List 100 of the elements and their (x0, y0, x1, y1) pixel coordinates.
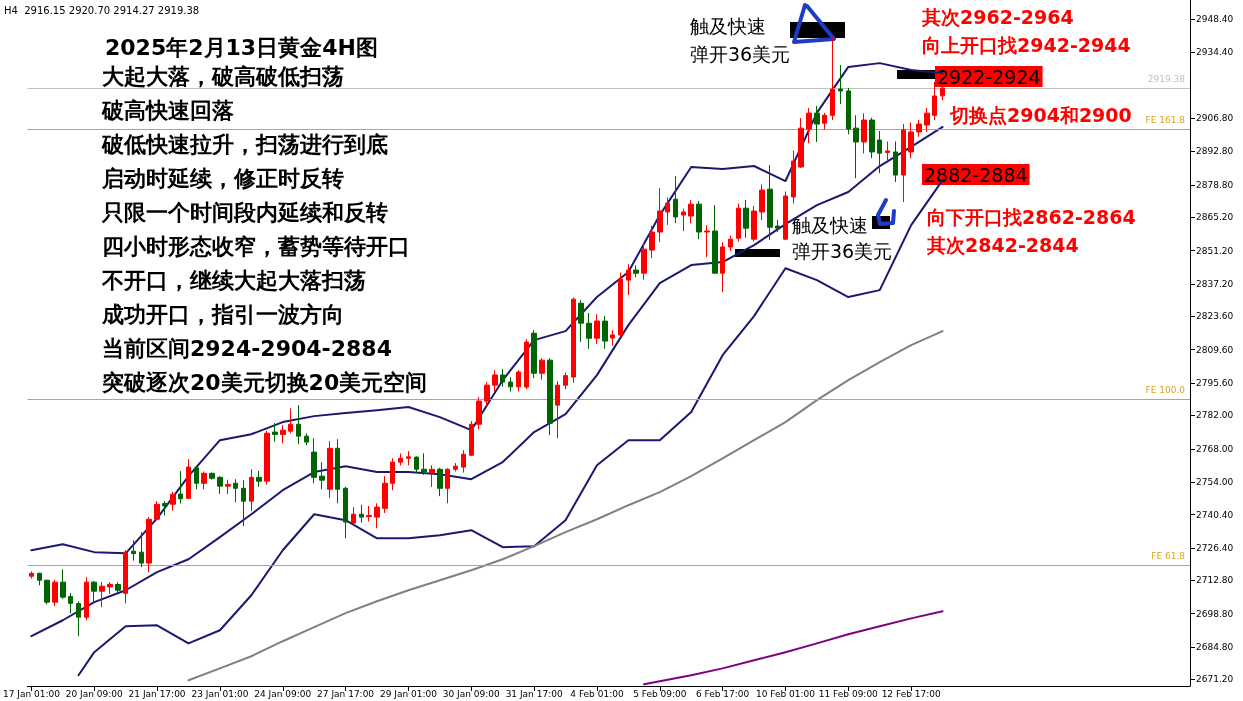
candlestick (264, 430, 270, 485)
x-tick-label: 29 Jan 01:00 (379, 688, 438, 699)
x-tick-label: 24 Jan 09:00 (254, 688, 312, 699)
y-tick-label: 2712.80 (1196, 575, 1234, 586)
candlestick (861, 112, 867, 154)
candlestick (84, 576, 89, 621)
candlestick (249, 468, 254, 512)
y-tick-label: 2740.40 (1196, 509, 1234, 520)
candlestick (916, 119, 922, 138)
candlestick (406, 450, 411, 466)
candlestick (901, 123, 906, 203)
annotation: 只限一个时间段内延续和反转 (101, 199, 388, 225)
candlestick (751, 205, 757, 243)
candlestick (186, 458, 191, 500)
annotation: 不开口，继续大起大落扫荡 (101, 267, 366, 293)
candlestick (209, 472, 215, 481)
ref-line-label: FE 161.8 (1145, 114, 1186, 125)
candlestick (688, 199, 694, 224)
y-tick-label: 2782.00 (1196, 410, 1234, 421)
candlestick (217, 475, 223, 495)
annotation: 向上开口找2942-2944 (922, 33, 1131, 56)
candlestick (390, 457, 395, 491)
candlestick (170, 491, 176, 512)
candlestick (398, 453, 403, 466)
annotation: 切换点2904和2900 (949, 103, 1132, 126)
candlestick (539, 357, 545, 381)
candlestick (60, 568, 66, 600)
candlestick (327, 440, 333, 499)
candlestick (500, 368, 505, 388)
x-tick-label: 4 Feb 01:00 (570, 688, 624, 699)
candlestick (233, 478, 238, 503)
candlestick (492, 369, 498, 393)
x-tick-label: 12 Feb 17:00 (881, 688, 941, 699)
candlestick (139, 531, 144, 568)
candlestick (924, 107, 930, 133)
candlestick (720, 241, 725, 293)
candlestick (516, 369, 521, 393)
candlestick (256, 470, 262, 488)
candlestick (469, 420, 474, 457)
candlestick (296, 404, 301, 445)
y-tick-label: 2684.80 (1196, 641, 1234, 652)
y-tick-label: 2795.60 (1196, 378, 1234, 389)
candlestick (461, 449, 466, 474)
candlestick (626, 263, 631, 296)
candlestick (893, 140, 898, 183)
line-series (643, 610, 944, 686)
x-tick-label: 21 Jan 17:00 (128, 688, 186, 699)
candlestick (798, 117, 804, 169)
text: 2025年2月13日黄金4H图 (105, 34, 378, 60)
y-tick-label: 2698.80 (1196, 608, 1234, 619)
y-tick-label: 2671.20 (1196, 674, 1234, 685)
candlestick (696, 200, 702, 240)
candlestick (814, 105, 820, 143)
candlestick (366, 505, 372, 522)
candlestick (359, 504, 364, 524)
annotation: 弹开36美元 (690, 42, 791, 65)
annotation: 破低快速拉升，扫荡进行到底 (101, 131, 388, 157)
candlestick (736, 203, 741, 243)
x-tick-label: 10 Feb 01:00 (755, 688, 816, 699)
candlestick (123, 549, 128, 604)
annotation: 触及快速 (690, 14, 766, 37)
candlestick (649, 225, 655, 259)
candlestick (304, 432, 309, 446)
annotation: 触及快速 (792, 213, 868, 236)
candlestick (99, 581, 105, 608)
candlestick (319, 461, 325, 490)
candlestick (91, 580, 97, 604)
y-tick-label: 2809.60 (1196, 344, 1234, 355)
candlestick (76, 600, 81, 637)
candlestick (838, 64, 843, 105)
candlestick (52, 579, 58, 607)
annotation: 启动时延续，修正时反转 (101, 165, 344, 191)
candlestick (29, 570, 34, 580)
candlestick (641, 242, 647, 281)
candlestick (44, 579, 50, 605)
candlestick (586, 312, 592, 350)
candlestick (437, 467, 443, 497)
candlestick (908, 121, 914, 159)
candlestick (759, 183, 765, 221)
annotation: 其次2842-2844 (926, 233, 1079, 256)
y-tick-label: 2726.40 (1196, 542, 1234, 553)
candlestick (571, 297, 576, 384)
candlestick (524, 338, 529, 390)
annotation: 成功开口，指引一波方向 (101, 301, 344, 327)
x-tick-label: 5 Feb 09:00 (633, 688, 687, 699)
candlestick (201, 470, 207, 490)
x-tick-label: 6 Feb 17:00 (695, 688, 750, 699)
candlestick (68, 592, 73, 614)
candlestick (162, 500, 168, 516)
annotation: 四小时形态收窄，蓄势等待开口 (102, 233, 410, 259)
annotation: H4 2916.15 2920.70 2914.27 2919.38 (4, 4, 200, 16)
x-tick-label: 31 Jan 17:00 (505, 688, 563, 699)
candlestick (531, 329, 537, 379)
candlestick (704, 224, 710, 258)
candlestick (225, 479, 231, 495)
candlestick (791, 150, 796, 204)
candlestick (555, 380, 560, 439)
candlestick (178, 470, 183, 505)
candlestick (131, 539, 136, 562)
x-tick-label: 23 Jan 01:00 (191, 688, 249, 699)
